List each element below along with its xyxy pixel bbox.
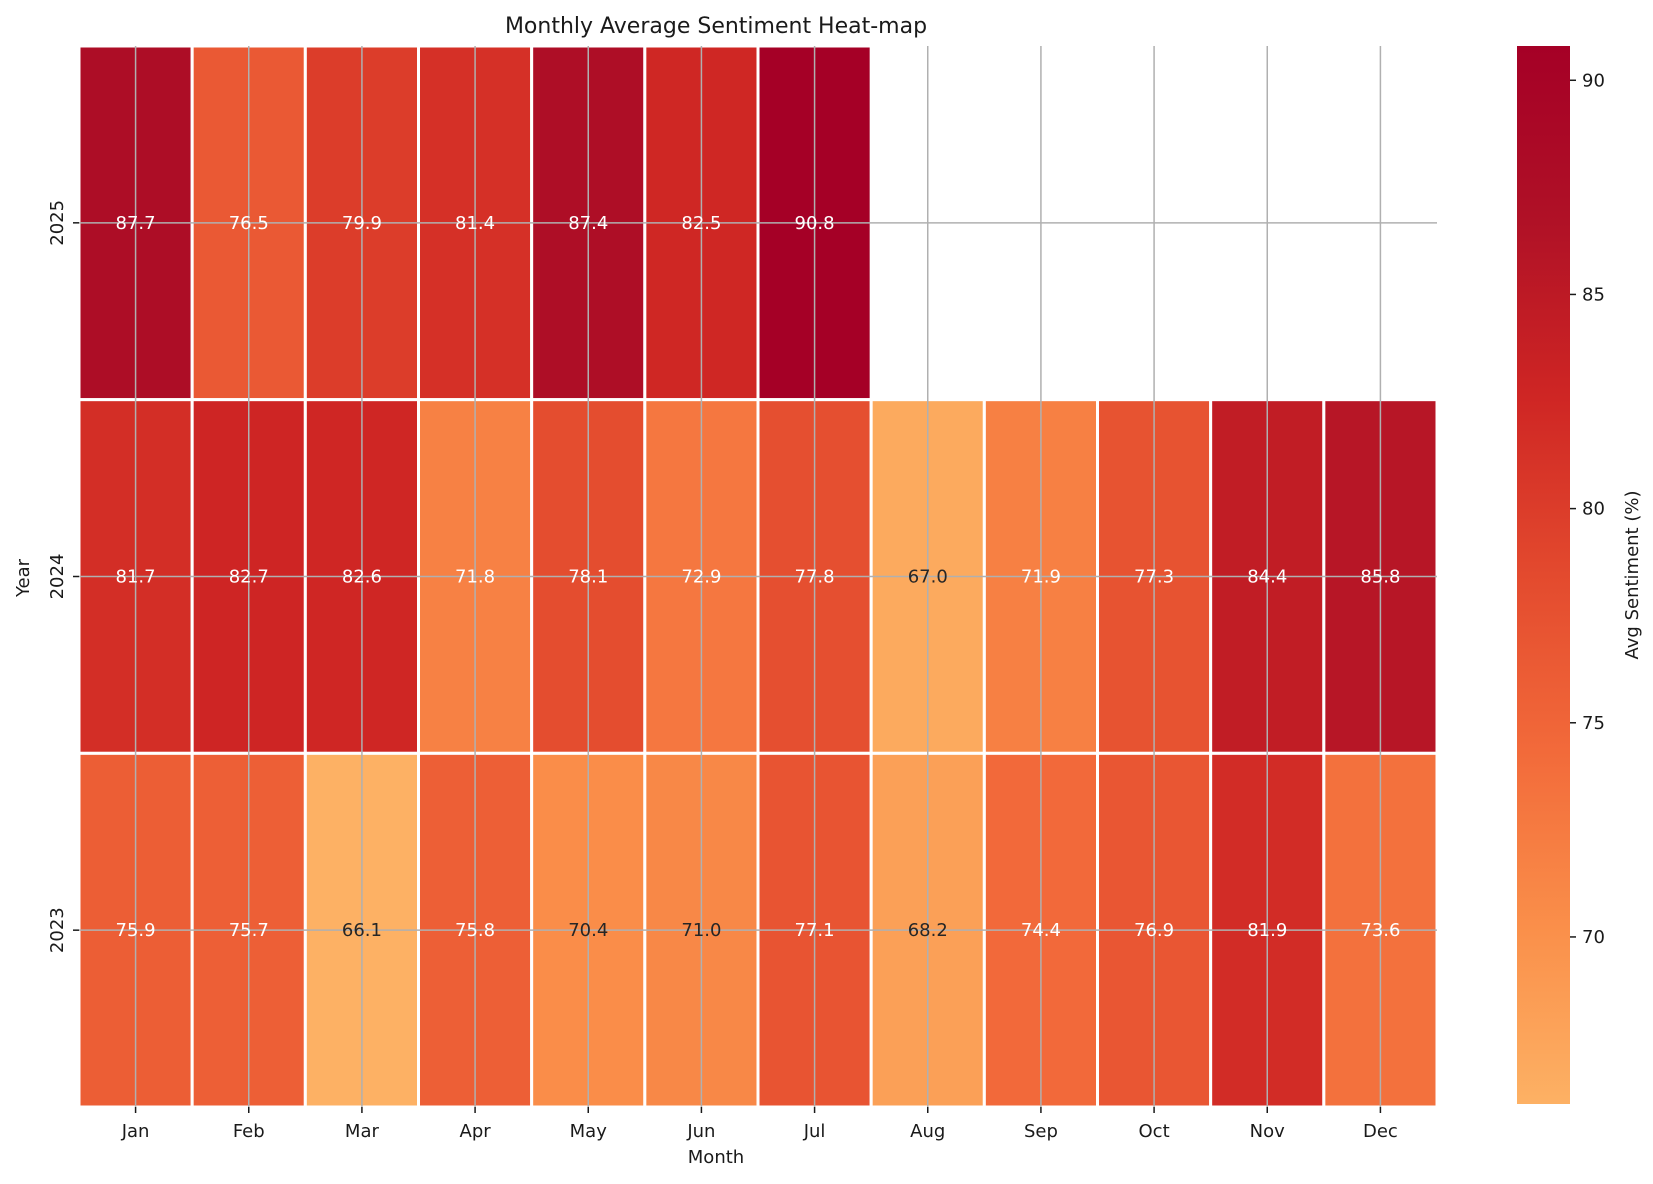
cell-value-label: 77.8 [795, 567, 835, 588]
cell-value-label: 81.4 [455, 213, 495, 234]
x-tick-label: Nov [1250, 1121, 1285, 1142]
y-axis-ticks: 2025 2024 2023 [47, 200, 79, 953]
y-tick-label: 2025 [47, 200, 68, 246]
colorbar-label: Avg Sentiment (%) [1622, 491, 1643, 660]
cell-value-label: 75.7 [229, 920, 269, 941]
cell-value-label: 73.6 [1360, 920, 1400, 941]
cell-value-label: 75.8 [455, 920, 495, 941]
x-tick-label: Sep [1024, 1121, 1058, 1142]
cell-value-label: 82.6 [342, 567, 382, 588]
cell-value-label: 78.1 [568, 567, 608, 588]
x-tick-label: Jul [803, 1121, 826, 1142]
cell-value-label: 76.9 [1134, 920, 1174, 941]
cell-value-label: 87.7 [116, 213, 156, 234]
x-tick-label: Dec [1363, 1121, 1398, 1142]
colorbar [1517, 46, 1570, 1104]
cell-value-label: 82.5 [681, 213, 721, 234]
cell-value-label: 81.9 [1247, 920, 1287, 941]
cell-value-label: 68.2 [908, 920, 948, 941]
cell-value-label: 75.9 [116, 920, 156, 941]
x-tick-label: Feb [233, 1121, 265, 1142]
colorbar-tick-label: 75 [1582, 713, 1605, 734]
cell-value-label: 71.8 [455, 567, 495, 588]
x-tick-label: May [570, 1121, 608, 1142]
cell-value-label: 77.3 [1134, 567, 1174, 588]
x-tick-label: Jan [121, 1121, 150, 1142]
y-tick-label: 2023 [47, 907, 68, 953]
cell-value-label: 81.7 [116, 567, 156, 588]
cell-value-label: 72.9 [681, 567, 721, 588]
cell-value-label: 79.9 [342, 213, 382, 234]
x-axis-label: Month [688, 1147, 744, 1168]
cell-value-label: 90.8 [795, 213, 835, 234]
colorbar-tick-label: 85 [1582, 284, 1605, 305]
cell-value-label: 76.5 [229, 213, 269, 234]
cell-value-label: 87.4 [568, 213, 608, 234]
chart-title: Monthly Average Sentiment Heat-map [505, 14, 927, 39]
cell-value-labels: 87.7 76.5 79.9 81.4 87.4 82.5 90.8 81.7 82.7 82.6… [116, 213, 1401, 941]
y-tick-label: 2024 [47, 554, 68, 600]
colorbar-tick-label: 90 [1582, 70, 1605, 91]
cell-value-label: 67.0 [908, 567, 948, 588]
x-tick-label: Aug [910, 1121, 945, 1142]
cell-value-label: 77.1 [795, 920, 835, 941]
cell-value-label: 71.0 [681, 920, 721, 941]
colorbar-tick-label: 70 [1582, 927, 1605, 948]
y-axis-label: Year [13, 558, 34, 598]
cell-value-label: 85.8 [1360, 567, 1400, 588]
grid-lines [79, 46, 1437, 1107]
cell-value-label: 82.7 [229, 567, 269, 588]
x-tick-label: Jun [686, 1121, 715, 1142]
cell-value-label: 70.4 [568, 920, 608, 941]
cell-value-label: 84.4 [1247, 567, 1287, 588]
colorbar-ticks: 70 75 80 85 90 [1570, 70, 1605, 948]
cell-value-label: 74.4 [1021, 920, 1061, 941]
x-tick-label: Apr [460, 1121, 492, 1142]
colorbar-tick-label: 80 [1582, 499, 1605, 520]
x-tick-label: Oct [1139, 1121, 1170, 1142]
cell-value-label: 66.1 [342, 920, 382, 941]
x-axis-ticks: Jan Feb Mar Apr May Jun Jul Aug Sep Oct Nov Dec [121, 1107, 1398, 1142]
x-tick-label: Mar [345, 1121, 380, 1142]
cell-value-label: 71.9 [1021, 567, 1061, 588]
